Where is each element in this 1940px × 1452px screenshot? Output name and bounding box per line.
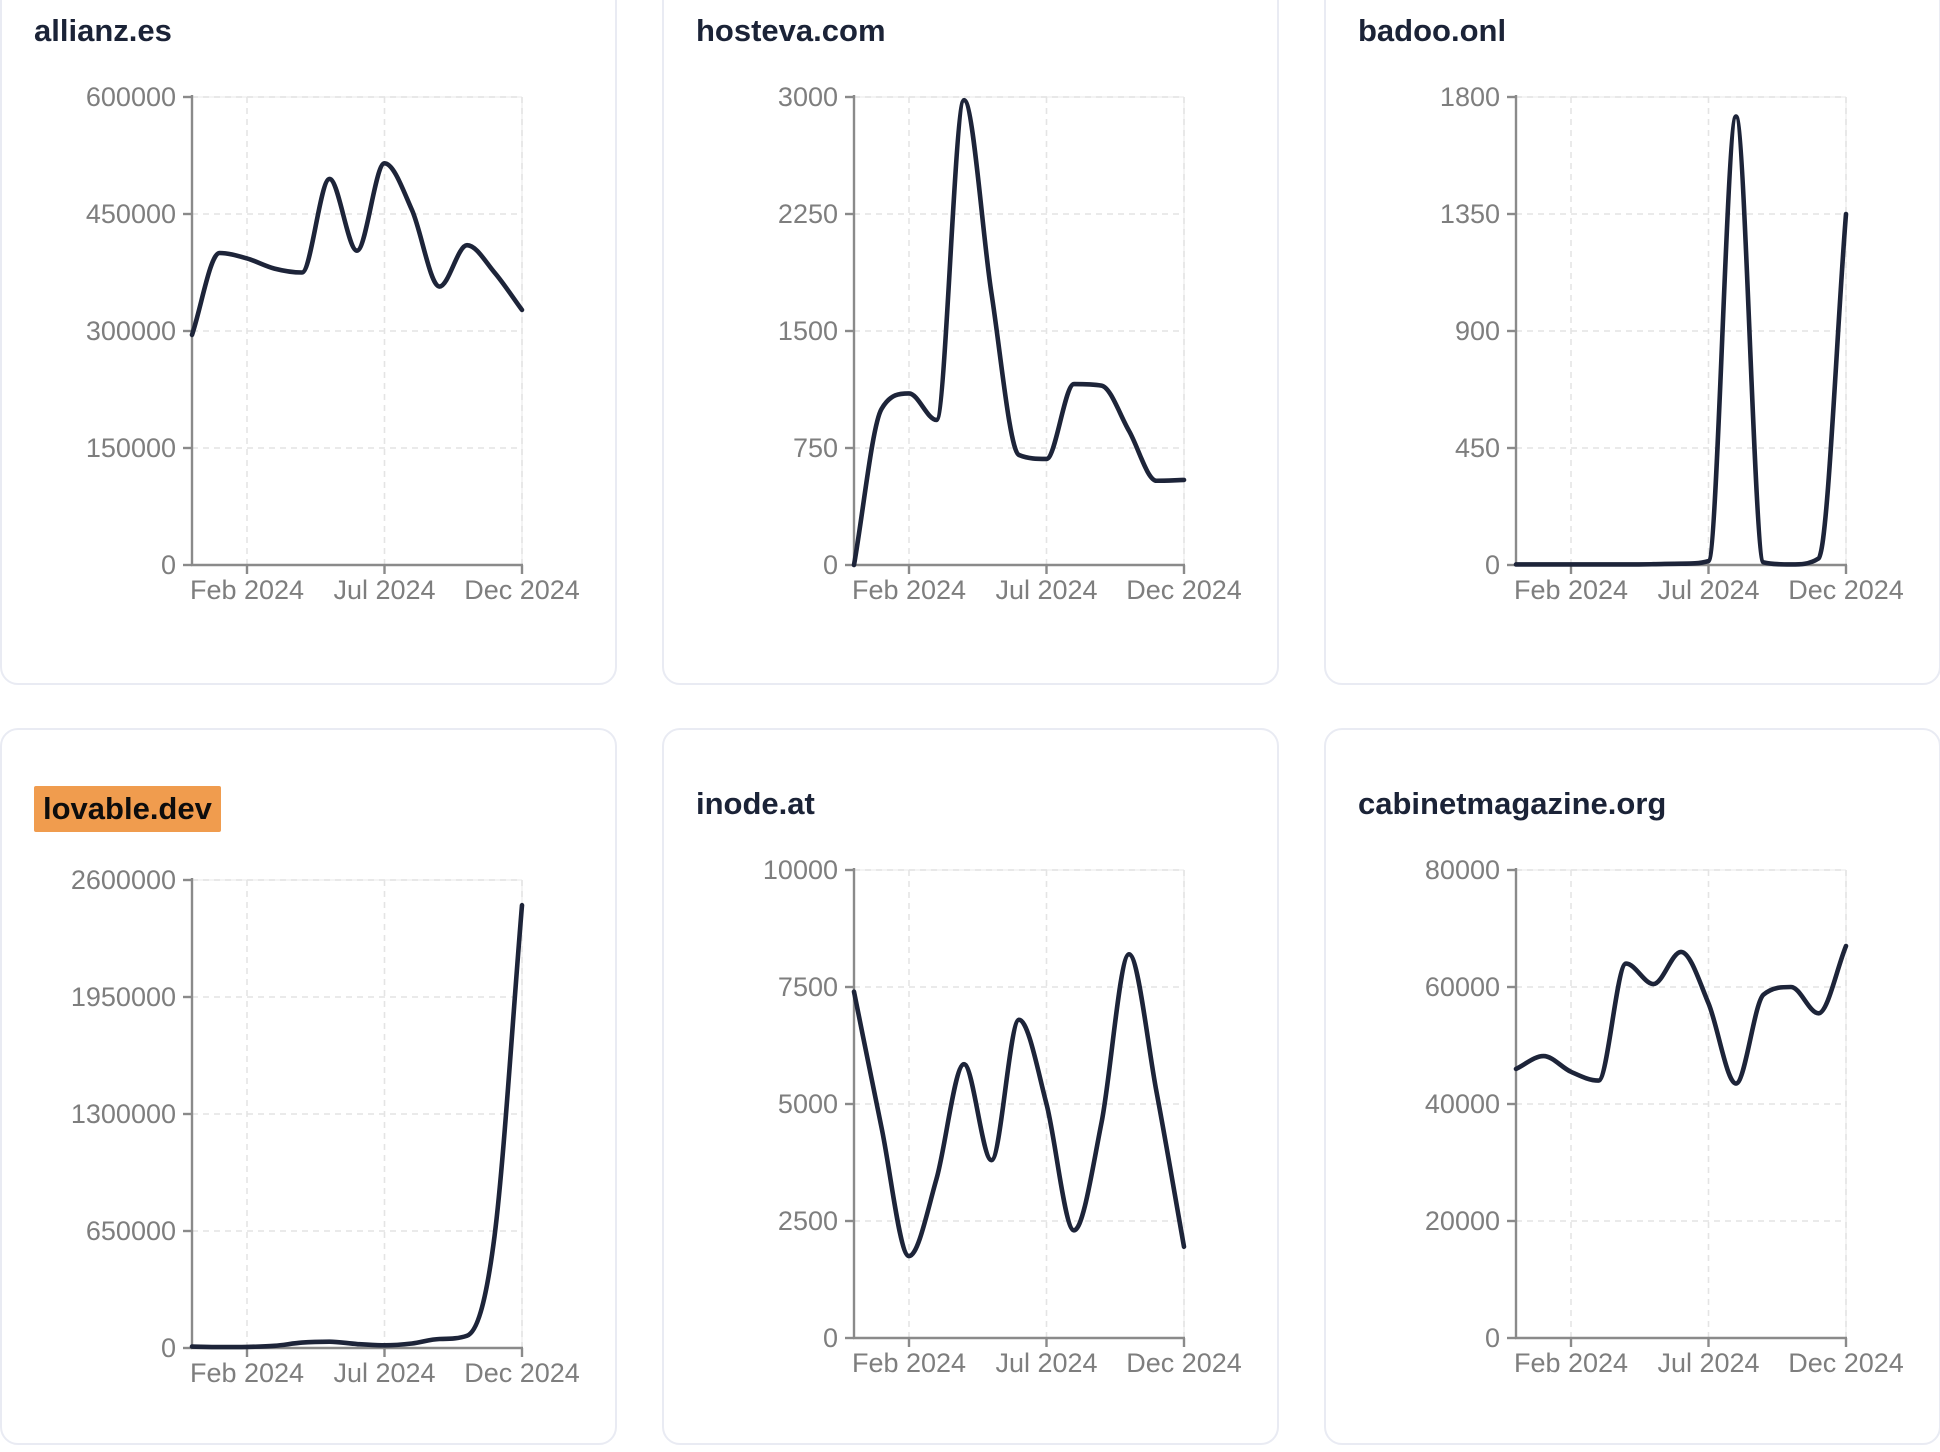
series-line — [1513, 943, 1849, 1086]
x-tick-label: Jul 2024 — [333, 575, 435, 605]
y-tick-label: 1350 — [1440, 199, 1500, 229]
x-tick-label: Feb 2024 — [852, 1348, 966, 1378]
chart-area: 0 2500 5000 7500 10000 Feb 2024 Jul 2024 Dec 20… — [664, 832, 1277, 1402]
y-tick-label: 600000 — [86, 82, 176, 112]
chart-area: 0 650000 1300000 1950000 2600000 Feb 2024 Jul … — [2, 842, 615, 1412]
gridlines — [854, 868, 1185, 1338]
axes — [183, 94, 524, 574]
domain-card-badoo: badoo.onl 0 450 900 1350 1800 Feb 2024 Jul 202… — [1324, 0, 1940, 685]
y-tick-label: 80000 — [1425, 855, 1500, 885]
y-tick-label: 10000 — [763, 855, 838, 885]
traffic-line-chart: 0 750 1500 2250 3000 Feb 2024 Jul 2024 Dec 2024 — [778, 82, 1242, 605]
x-tick-label: Feb 2024 — [190, 1358, 304, 1388]
axis-labels: 0 750 1500 2250 3000 Feb 2024 Jul 2024 Dec 2024 — [778, 82, 1242, 605]
x-tick-label: Dec 2024 — [464, 1358, 580, 1388]
domain-card-cabinetmagazine: cabinetmagazine.org 0 20000 40000 60000 8000… — [1324, 728, 1940, 1445]
y-tick-label: 0 — [161, 1333, 176, 1363]
y-tick-label: 300000 — [86, 316, 176, 346]
y-tick-label: 150000 — [86, 433, 176, 463]
axis-labels: 0 450 900 1350 1800 Feb 2024 Jul 2024 Dec 2024 — [1440, 82, 1904, 605]
x-tick-label: Jul 2024 — [995, 575, 1097, 605]
axes — [1507, 94, 1848, 574]
gridlines — [1516, 868, 1847, 1338]
chart-area: 0 450 900 1350 1800 Feb 2024 Jul 2024 Dec 2024 — [1326, 59, 1939, 629]
axis-labels: 0 20000 40000 60000 80000 Feb 2024 Jul 2024 Dec… — [1425, 855, 1904, 1378]
y-tick-label: 7500 — [778, 972, 838, 1002]
domain-card-inode: inode.at 0 2500 5000 7500 10000 Feb 2024 Jul 2… — [662, 728, 1279, 1445]
axis-labels: 0 150000 300000 450000 600000 Feb 2024 Jul 202… — [86, 82, 580, 605]
x-tick-label: Jul 2024 — [1657, 575, 1759, 605]
axis-labels: 0 2500 5000 7500 10000 Feb 2024 Jul 2024 Dec 20… — [763, 855, 1242, 1378]
axes — [845, 94, 1186, 574]
series-line — [1513, 113, 1849, 567]
gridlines — [192, 95, 523, 565]
x-tick-label: Jul 2024 — [333, 1358, 435, 1388]
x-tick-label: Dec 2024 — [1788, 575, 1904, 605]
traffic-line-chart: 0 2500 5000 7500 10000 Feb 2024 Jul 2024 Dec 20… — [763, 855, 1242, 1378]
chart-title: badoo.onl — [1358, 13, 1507, 48]
chart-area: 0 150000 300000 450000 600000 Feb 2024 Jul 202… — [2, 59, 615, 629]
y-tick-label: 2500 — [778, 1206, 838, 1236]
traffic-line-chart: 0 650000 1300000 1950000 2600000 Feb 2024 Jul … — [71, 865, 580, 1388]
chart-title-highlighted: lovable.dev — [34, 786, 221, 832]
y-tick-label: 2250 — [778, 199, 838, 229]
y-tick-label: 1500 — [778, 316, 838, 346]
y-tick-label: 5000 — [778, 1089, 838, 1119]
gridlines — [192, 878, 523, 1348]
x-tick-label: Feb 2024 — [852, 575, 966, 605]
y-tick-label: 1950000 — [71, 982, 176, 1012]
x-tick-label: Dec 2024 — [1788, 1348, 1904, 1378]
y-tick-label: 0 — [161, 550, 176, 580]
y-tick-label: 60000 — [1425, 972, 1500, 1002]
x-tick-label: Feb 2024 — [1514, 575, 1628, 605]
series-line — [189, 902, 525, 1350]
series-line — [189, 160, 525, 337]
domain-card-allianz: allianz.es 0 150000 300000 450000 600000 Feb … — [0, 0, 617, 685]
domain-card-hosteva: hosteva.com 0 750 1500 2250 3000 Feb 2024 Jul … — [662, 0, 1279, 685]
series-line — [851, 97, 1187, 567]
y-tick-label: 3000 — [778, 82, 838, 112]
x-tick-label: Dec 2024 — [1126, 575, 1242, 605]
traffic-line-chart: 0 150000 300000 450000 600000 Feb 2024 Jul 202… — [86, 82, 580, 605]
y-tick-label: 0 — [823, 1323, 838, 1353]
x-tick-label: Dec 2024 — [1126, 1348, 1242, 1378]
y-tick-label: 40000 — [1425, 1089, 1500, 1119]
traffic-line-chart: 0 20000 40000 60000 80000 Feb 2024 Jul 2024 Dec… — [1425, 855, 1904, 1378]
y-tick-label: 450000 — [86, 199, 176, 229]
axes — [183, 877, 524, 1357]
x-tick-label: Jul 2024 — [995, 1348, 1097, 1378]
x-tick-label: Dec 2024 — [464, 575, 580, 605]
x-tick-label: Feb 2024 — [1514, 1348, 1628, 1378]
y-tick-label: 450 — [1455, 433, 1500, 463]
x-tick-label: Jul 2024 — [1657, 1348, 1759, 1378]
chart-title: hosteva.com — [696, 13, 886, 48]
chart-title: inode.at — [696, 786, 815, 821]
traffic-line-chart: 0 450 900 1350 1800 Feb 2024 Jul 2024 Dec 2024 — [1440, 82, 1904, 605]
y-tick-label: 1800 — [1440, 82, 1500, 112]
y-tick-label: 650000 — [86, 1216, 176, 1246]
chart-area: 0 750 1500 2250 3000 Feb 2024 Jul 2024 Dec 2024 — [664, 59, 1277, 629]
y-tick-label: 0 — [1485, 550, 1500, 580]
axes — [845, 867, 1186, 1347]
y-tick-label: 900 — [1455, 316, 1500, 346]
x-tick-label: Feb 2024 — [190, 575, 304, 605]
chart-title: allianz.es — [34, 13, 172, 48]
chart-area: 0 20000 40000 60000 80000 Feb 2024 Jul 2024 Dec… — [1326, 832, 1939, 1402]
domain-card-lovable: lovable.dev 0 650000 1300000 1950000 2600000… — [0, 728, 617, 1445]
chart-title: cabinetmagazine.org — [1358, 786, 1667, 821]
y-tick-label: 20000 — [1425, 1206, 1500, 1236]
gridlines — [1516, 95, 1847, 565]
y-tick-label: 1300000 — [71, 1099, 176, 1129]
y-tick-label: 2600000 — [71, 865, 176, 895]
axis-labels: 0 650000 1300000 1950000 2600000 Feb 2024 Jul … — [71, 865, 580, 1388]
series-line — [851, 951, 1187, 1259]
y-tick-label: 750 — [793, 433, 838, 463]
y-tick-label: 0 — [823, 550, 838, 580]
axes — [1507, 867, 1848, 1347]
gridlines — [854, 95, 1185, 565]
y-tick-label: 0 — [1485, 1323, 1500, 1353]
